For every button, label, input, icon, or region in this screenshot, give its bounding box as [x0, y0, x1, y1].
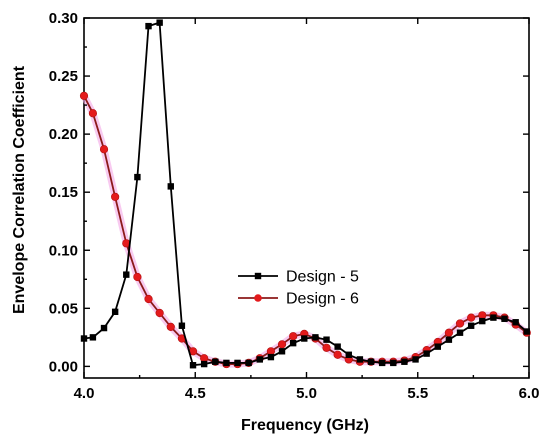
x-tick-label: 6.0	[519, 385, 540, 402]
data-point	[401, 358, 408, 365]
x-tick-label: 4.0	[74, 385, 95, 402]
data-point	[88, 109, 97, 118]
data-point	[378, 359, 386, 367]
data-point	[356, 356, 364, 363]
legend: Design - 5 Design - 6	[238, 269, 359, 308]
y-tick-label: 0.00	[49, 358, 78, 375]
series-line	[83, 21, 528, 367]
x-axis-label: Frequency (GHz)	[241, 417, 369, 434]
data-point	[277, 340, 287, 349]
data-point	[467, 322, 475, 329]
data-point	[467, 313, 476, 322]
data-point	[167, 183, 174, 190]
legend-label: Design - 6	[286, 291, 359, 308]
data-point	[512, 319, 519, 326]
x-tick-label: 4.5	[185, 385, 206, 402]
data-point	[166, 322, 175, 332]
data-point	[99, 145, 109, 154]
data-point	[123, 271, 130, 278]
data-point	[322, 343, 331, 352]
data-point	[367, 358, 375, 365]
series-1	[80, 19, 530, 369]
data-point	[501, 315, 508, 322]
data-point	[144, 294, 153, 304]
data-point	[189, 362, 197, 369]
x-tick-label: 5.5	[407, 385, 428, 402]
data-point	[455, 319, 465, 328]
y-tick-label: 0.25	[49, 68, 78, 85]
data-point	[412, 356, 419, 363]
ticks-layer: 4.0 4.5 5.0 5.5 6.0 0.00 0.05 0.10 0.15 0.20 0.25 0…	[49, 10, 540, 402]
data-point	[133, 272, 142, 282]
data-point	[490, 314, 497, 321]
data-point	[456, 329, 464, 336]
legend-label: Design - 5	[286, 269, 359, 286]
data-point	[155, 308, 164, 318]
data-point	[89, 334, 97, 341]
data-point	[289, 332, 298, 341]
x-tick-label: 5.0	[296, 385, 317, 402]
data-point	[434, 343, 441, 350]
legend-item: Design - 5	[238, 269, 359, 286]
y-tick-label: 0.20	[49, 126, 78, 143]
data-point	[479, 317, 486, 325]
legend-item: Design - 6	[238, 291, 359, 308]
y-tick-label: 0.30	[49, 10, 78, 27]
data-point	[79, 91, 89, 100]
data-point	[345, 351, 352, 358]
series-layer	[79, 19, 531, 369]
data-point	[156, 19, 163, 26]
data-point	[111, 192, 120, 201]
data-point	[245, 359, 252, 367]
series-2	[79, 91, 531, 369]
legend-marker	[254, 272, 262, 280]
data-point	[100, 324, 108, 332]
data-point	[256, 356, 263, 363]
legend-marker	[254, 294, 262, 302]
data-point	[333, 350, 342, 359]
data-point	[178, 322, 186, 329]
data-point	[145, 22, 152, 30]
data-point	[289, 339, 297, 347]
data-point	[445, 336, 453, 343]
data-point	[423, 350, 430, 357]
data-point	[223, 359, 230, 367]
data-point	[267, 353, 275, 361]
y-tick-label: 0.15	[49, 184, 78, 201]
data-point	[523, 328, 530, 335]
data-point	[134, 173, 141, 181]
data-point	[111, 308, 119, 316]
y-axis-label: Envelope Correlation Coefficient	[11, 65, 28, 314]
data-point	[200, 360, 208, 368]
data-point	[234, 359, 241, 367]
data-point	[80, 335, 88, 342]
data-point	[444, 328, 454, 337]
y-tick-label: 0.05	[49, 300, 78, 317]
data-point	[390, 359, 397, 367]
data-point	[323, 336, 330, 343]
data-point	[278, 348, 286, 355]
data-point	[301, 335, 308, 342]
y-tick-label: 0.10	[49, 242, 78, 259]
data-point	[312, 334, 319, 341]
data-point	[212, 358, 219, 365]
data-point	[334, 343, 341, 350]
